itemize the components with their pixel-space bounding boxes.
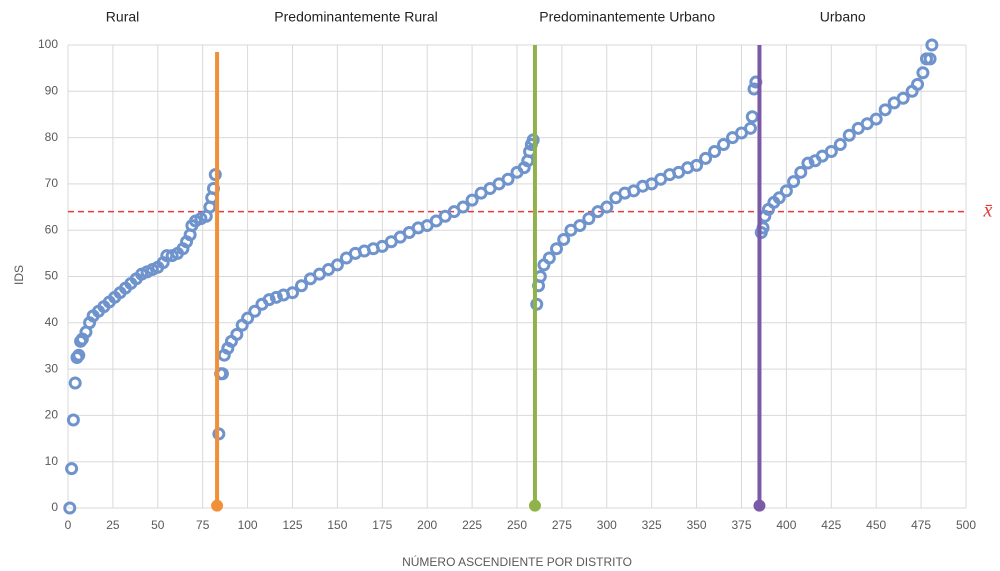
point: [911, 77, 925, 91]
x-tick-label: 125: [282, 518, 302, 532]
y-tick-label: 80: [45, 130, 59, 144]
x-tick-label: 250: [507, 518, 527, 532]
y-tick-label: 90: [45, 83, 59, 97]
point: [833, 138, 847, 152]
point: [690, 158, 704, 172]
x-tick-label: 500: [956, 518, 976, 532]
divider-dot: [528, 499, 541, 512]
x-tick-label: 450: [866, 518, 886, 532]
point: [869, 112, 883, 126]
y-tick-label: 100: [38, 37, 58, 51]
divider-dot: [211, 499, 224, 512]
divider-dot: [753, 499, 766, 512]
y-axis-label: IDS: [12, 265, 26, 285]
point: [794, 165, 808, 179]
mean-label: x̄: [983, 199, 993, 221]
point: [456, 200, 470, 214]
point: [65, 462, 79, 476]
point: [241, 311, 255, 325]
point: [294, 279, 308, 293]
point: [801, 156, 815, 170]
point: [717, 138, 731, 152]
point: [708, 144, 722, 158]
y-tick-label: 30: [45, 361, 59, 375]
point: [699, 151, 713, 165]
x-tick-label: 0: [65, 518, 72, 532]
x-tick-label: 50: [151, 518, 165, 532]
region-label: Predominantemente Urbano: [539, 9, 715, 25]
point: [772, 191, 786, 205]
x-tick-label: 375: [731, 518, 751, 532]
point: [262, 293, 276, 307]
x-tick-label: 225: [462, 518, 482, 532]
x-tick-label: 350: [687, 518, 707, 532]
point: [72, 348, 86, 362]
y-tick-label: 0: [51, 500, 58, 514]
point: [465, 193, 479, 207]
point: [248, 304, 262, 318]
x-tick-label: 75: [196, 518, 210, 532]
point: [573, 219, 587, 233]
x-tick-label: 300: [597, 518, 617, 532]
x-tick-label: 425: [821, 518, 841, 532]
point: [542, 251, 556, 265]
point: [923, 52, 937, 66]
x-tick-label: 100: [238, 518, 258, 532]
x-tick-label: 275: [552, 518, 572, 532]
point: [779, 184, 793, 198]
x-tick-label: 325: [642, 518, 662, 532]
x-tick-label: 150: [327, 518, 347, 532]
point: [63, 501, 77, 515]
point: [557, 232, 571, 246]
point: [269, 290, 283, 304]
point: [550, 242, 564, 256]
point: [916, 66, 930, 80]
y-tick-label: 40: [45, 315, 59, 329]
y-tick-label: 50: [45, 269, 59, 283]
point: [842, 128, 856, 142]
point: [743, 121, 757, 135]
point: [330, 258, 344, 272]
point: [68, 376, 82, 390]
point: [896, 91, 910, 105]
point: [582, 212, 596, 226]
point: [501, 172, 515, 186]
x-tick-label: 400: [776, 518, 796, 532]
x-tick-label: 200: [417, 518, 437, 532]
region-label: Predominantemente Rural: [274, 9, 437, 25]
point: [925, 38, 939, 52]
region-label: Urbano: [820, 9, 866, 25]
y-tick-label: 60: [45, 222, 59, 236]
point: [66, 413, 80, 427]
x-tick-label: 475: [911, 518, 931, 532]
point: [600, 200, 614, 214]
x-axis-label: NÚMERO ASCENDIENTE POR DISTRITO: [402, 554, 632, 569]
point: [745, 110, 759, 124]
y-tick-label: 70: [45, 176, 59, 190]
point: [286, 286, 299, 300]
y-tick-label: 20: [45, 408, 59, 422]
point: [824, 144, 838, 158]
y-tick-label: 10: [45, 454, 59, 468]
x-tick-label: 175: [372, 518, 392, 532]
x-tick-label: 25: [106, 518, 120, 532]
point: [787, 175, 801, 189]
point: [878, 103, 892, 117]
region-label: Rural: [106, 9, 139, 25]
point: [230, 327, 244, 341]
